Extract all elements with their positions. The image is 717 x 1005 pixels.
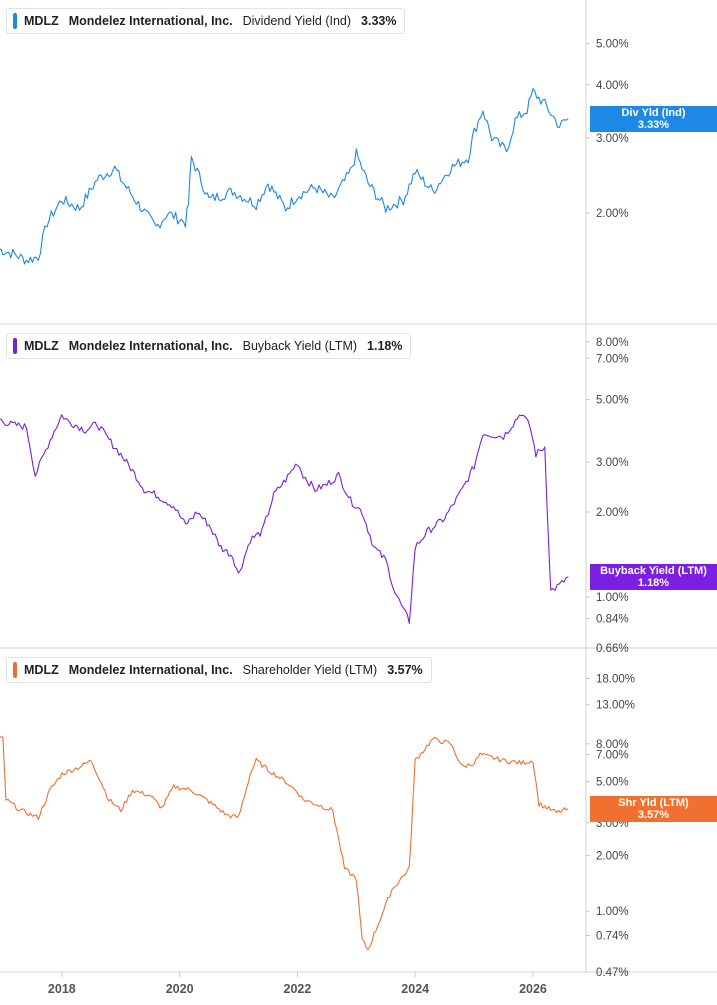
grid-layer — [0, 0, 717, 973]
legend-buyback-yield: MDLZ Mondelez International, Inc. Buybac… — [6, 333, 412, 359]
legend-shareholder-yield: MDLZ Mondelez International, Inc. Shareh… — [6, 657, 432, 683]
y-tick-label: 5.00% — [596, 38, 629, 50]
y-tick-label: 7.00% — [596, 750, 629, 762]
value-badge-buyback-yield: Buyback Yield (LTM) 1.18% — [590, 563, 717, 590]
y-tick-label: 5.00% — [596, 777, 629, 789]
badge-label: Div Yld (Ind) — [621, 106, 686, 119]
x-tick-label: 2024 — [401, 982, 429, 996]
legend-swatch — [13, 662, 17, 678]
y-axis-ticks: 5.00%4.00%3.00%2.00%8.00%7.00%5.00%3.00%… — [586, 38, 635, 979]
y-tick-label: 8.00% — [596, 337, 629, 349]
y-tick-label: 3.00% — [596, 133, 629, 145]
y-tick-label: 2.00% — [596, 507, 629, 519]
badge-value: 3.33% — [637, 118, 670, 131]
y-tick-label: 1.00% — [596, 906, 629, 918]
y-tick-label: 3.00% — [596, 457, 629, 469]
x-tick-label: 2020 — [166, 982, 194, 996]
legend-metric: Shareholder Yield (LTM) — [242, 663, 378, 677]
badge-label: Shr Yld (LTM) — [618, 796, 689, 809]
legend-ticker: MDLZ — [24, 663, 59, 677]
x-tick-label: 2026 — [519, 982, 547, 996]
y-tick-label: 0.66% — [596, 643, 629, 655]
legend-company: Mondelez International, Inc. — [68, 663, 233, 677]
y-tick-label: 13.00% — [596, 700, 635, 712]
y-tick-label: 1.00% — [596, 592, 629, 604]
legend-swatch — [13, 338, 17, 354]
y-tick-label: 0.47% — [596, 967, 629, 979]
x-axis-ticks: 2018 2020 2022 2024 2026 — [48, 972, 547, 996]
legend-value: 3.57% — [387, 663, 423, 677]
legend-swatch — [13, 13, 17, 29]
legend-value: 1.18% — [367, 339, 403, 353]
series-line-0 — [0, 88, 569, 265]
y-tick-label: 8.00% — [596, 739, 629, 751]
value-badge-shareholder-yield: Shr Yld (LTM) 3.57% — [590, 795, 717, 822]
y-tick-label: 7.00% — [596, 353, 629, 365]
y-tick-label: 2.00% — [596, 208, 629, 220]
legend-ticker: MDLZ — [24, 14, 59, 28]
series-layer — [0, 88, 569, 951]
series-line-1 — [0, 414, 569, 624]
y-tick-label: 2.00% — [596, 850, 629, 862]
legend-dividend-yield: MDLZ Mondelez International, Inc. Divide… — [6, 8, 406, 34]
y-tick-label: 0.74% — [596, 930, 629, 942]
badge-label: Buyback Yield (LTM) — [600, 564, 707, 577]
legend-value: 3.33% — [361, 14, 397, 28]
series-line-2 — [0, 736, 569, 951]
y-tick-label: 18.00% — [596, 673, 635, 685]
legend-company: Mondelez International, Inc. — [68, 339, 233, 353]
y-tick-label: 4.00% — [596, 80, 629, 92]
legend-metric: Buyback Yield (LTM) — [242, 339, 358, 353]
legend-company: Mondelez International, Inc. — [68, 14, 233, 28]
y-tick-label: 5.00% — [596, 395, 629, 407]
y-tick-label: 0.84% — [596, 613, 629, 625]
x-tick-label: 2018 — [48, 982, 76, 996]
x-tick-label: 2022 — [284, 982, 312, 996]
badge-value: 3.57% — [637, 808, 670, 821]
badge-value: 1.18% — [637, 576, 670, 589]
value-badge-dividend-yield: Div Yld (Ind) 3.33% — [590, 105, 717, 132]
legend-ticker: MDLZ — [24, 339, 59, 353]
legend-metric: Dividend Yield (Ind) — [242, 14, 352, 28]
